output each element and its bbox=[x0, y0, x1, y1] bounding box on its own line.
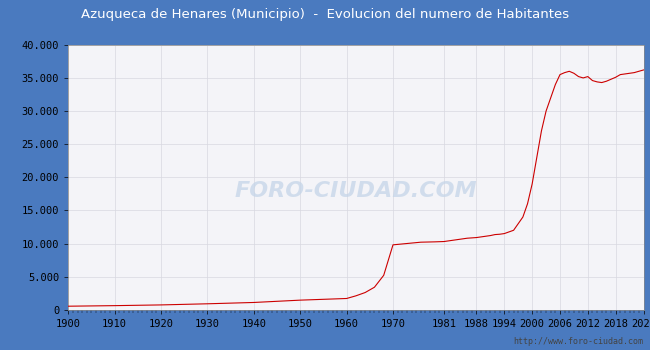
Text: http://www.foro-ciudad.com: http://www.foro-ciudad.com bbox=[514, 337, 644, 346]
Text: FORO-CIUDAD.COM: FORO-CIUDAD.COM bbox=[235, 181, 477, 201]
Text: Azuqueca de Henares (Municipio)  -  Evolucion del numero de Habitantes: Azuqueca de Henares (Municipio) - Evoluc… bbox=[81, 8, 569, 21]
